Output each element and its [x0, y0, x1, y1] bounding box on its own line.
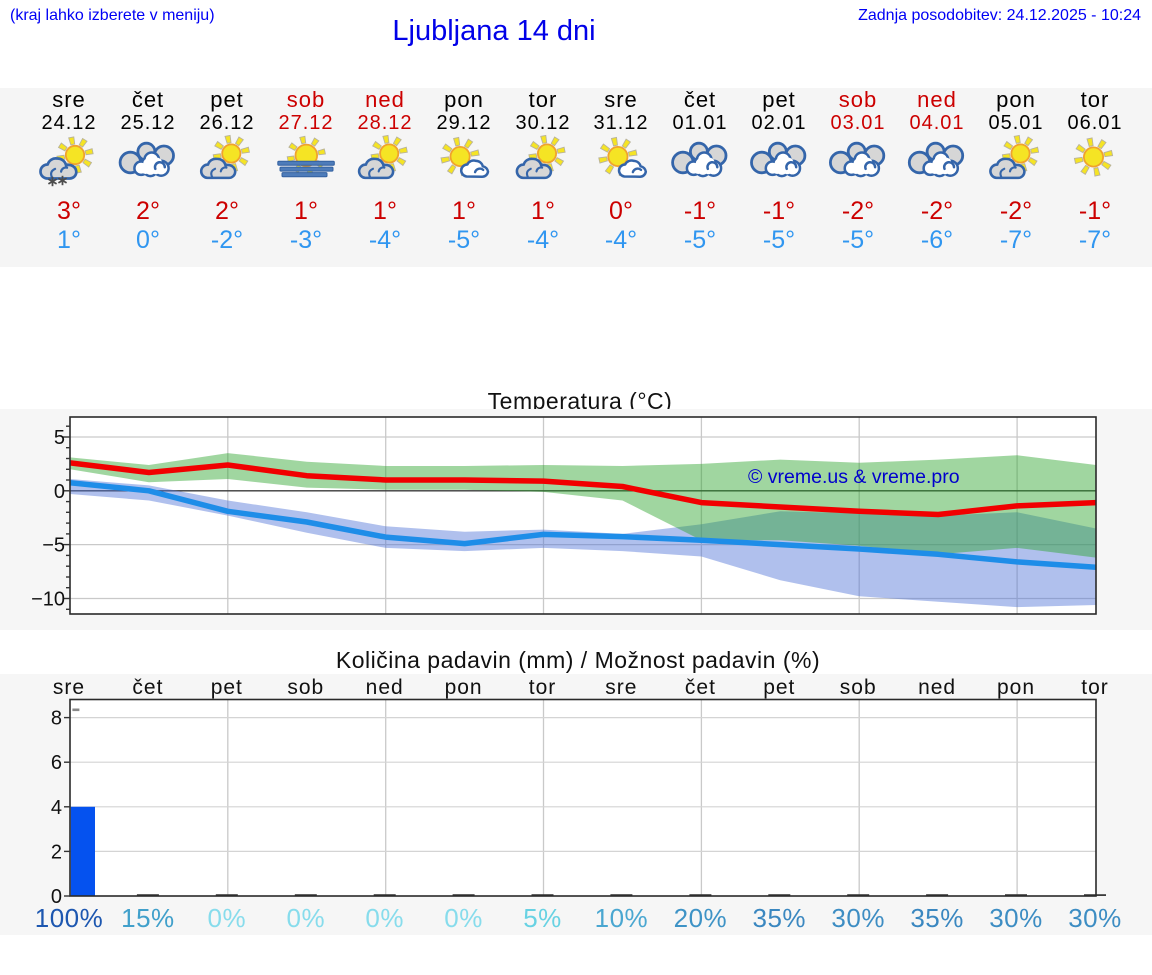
svg-text:0: 0 — [51, 886, 62, 908]
svg-text:30%: 30% — [1068, 903, 1122, 933]
svg-text:pon: pon — [997, 676, 1035, 699]
svg-text:0%: 0% — [287, 903, 326, 933]
svg-text:0%: 0% — [208, 903, 247, 933]
svg-text:čet: čet — [685, 676, 716, 699]
svg-text:20%: 20% — [674, 903, 728, 933]
svg-text:8: 8 — [51, 708, 62, 730]
svg-text:35%: 35% — [753, 903, 807, 933]
svg-text:5: 5 — [54, 427, 65, 449]
svg-text:30%: 30% — [831, 903, 885, 933]
svg-text:0: 0 — [54, 481, 65, 503]
svg-text:35%: 35% — [910, 903, 964, 933]
svg-text:sob: sob — [840, 676, 877, 699]
svg-text:pet: pet — [763, 676, 795, 699]
svg-text:pon: pon — [445, 676, 483, 699]
svg-text:ned: ned — [366, 676, 404, 699]
svg-text:0%: 0% — [365, 903, 404, 933]
svg-text:ned: ned — [918, 676, 956, 699]
svg-text:čet: čet — [132, 676, 163, 699]
svg-text:pet: pet — [211, 676, 243, 699]
svg-text:© vreme.us & vreme.pro: © vreme.us & vreme.pro — [748, 466, 960, 488]
svg-text:4: 4 — [51, 797, 62, 819]
svg-text:tor: tor — [529, 676, 557, 699]
svg-text:0%: 0% — [444, 903, 483, 933]
svg-text:2: 2 — [51, 841, 62, 863]
svg-text:100%: 100% — [35, 903, 104, 933]
svg-text:sre: sre — [605, 676, 637, 699]
svg-text:sob: sob — [287, 676, 324, 699]
svg-text:tor: tor — [1081, 676, 1109, 699]
svg-text:sre: sre — [53, 676, 85, 699]
svg-text:15%: 15% — [121, 903, 175, 933]
svg-text:6: 6 — [51, 752, 62, 774]
svg-text:30%: 30% — [989, 903, 1043, 933]
svg-text:5%: 5% — [523, 903, 562, 933]
svg-text:−5: −5 — [42, 535, 65, 557]
svg-text:−10: −10 — [31, 589, 65, 611]
svg-text:10%: 10% — [595, 903, 649, 933]
